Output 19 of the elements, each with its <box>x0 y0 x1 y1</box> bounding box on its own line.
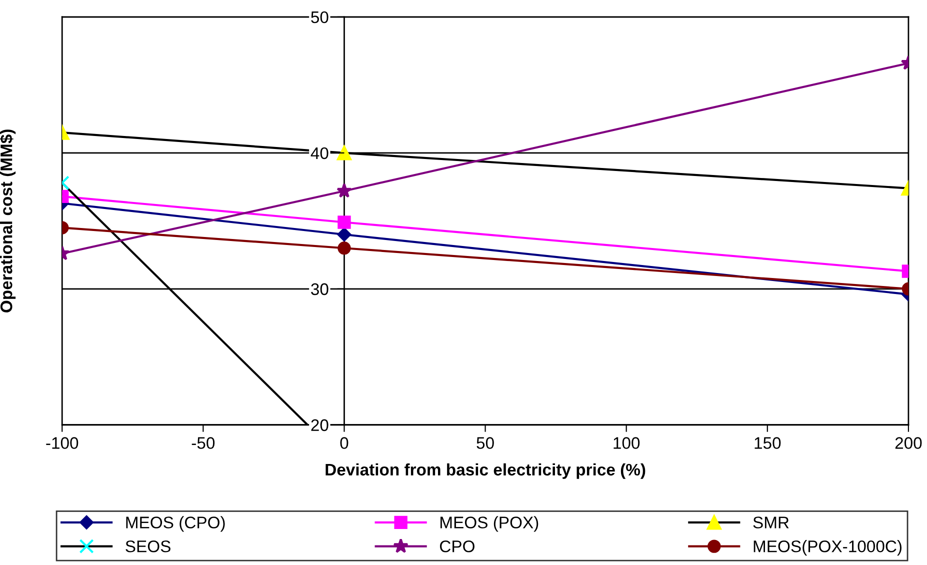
legend-label: SEOS <box>126 540 170 552</box>
x-tick-label: 150 <box>754 437 781 449</box>
y-tick-label: 20 <box>311 419 328 432</box>
x-axis-title: Deviation from basic electricity price (%) <box>326 463 646 479</box>
legend-label: SMR <box>753 516 789 528</box>
x-tick-label: 100 <box>614 437 640 449</box>
x-tick-label: 200 <box>895 437 922 449</box>
y-tick-label: 50 <box>311 11 328 24</box>
y-tick-label: 40 <box>310 147 328 160</box>
legend-label: MEOS(POX-1000C) <box>754 540 902 556</box>
y-axis-title: Operational cost (MM$) <box>0 130 16 312</box>
legend-label: MEOS (POX) <box>440 516 538 532</box>
x-tick-label: 0 <box>340 437 348 449</box>
x-tick-label: 50 <box>476 437 494 449</box>
y-tick-label: 30 <box>311 283 328 296</box>
legend-label: CPO <box>440 540 474 552</box>
legend-label: MEOS (CPO) <box>126 516 225 532</box>
x-tick-label: -100 <box>46 437 78 449</box>
x-tick-label: -50 <box>192 437 215 449</box>
